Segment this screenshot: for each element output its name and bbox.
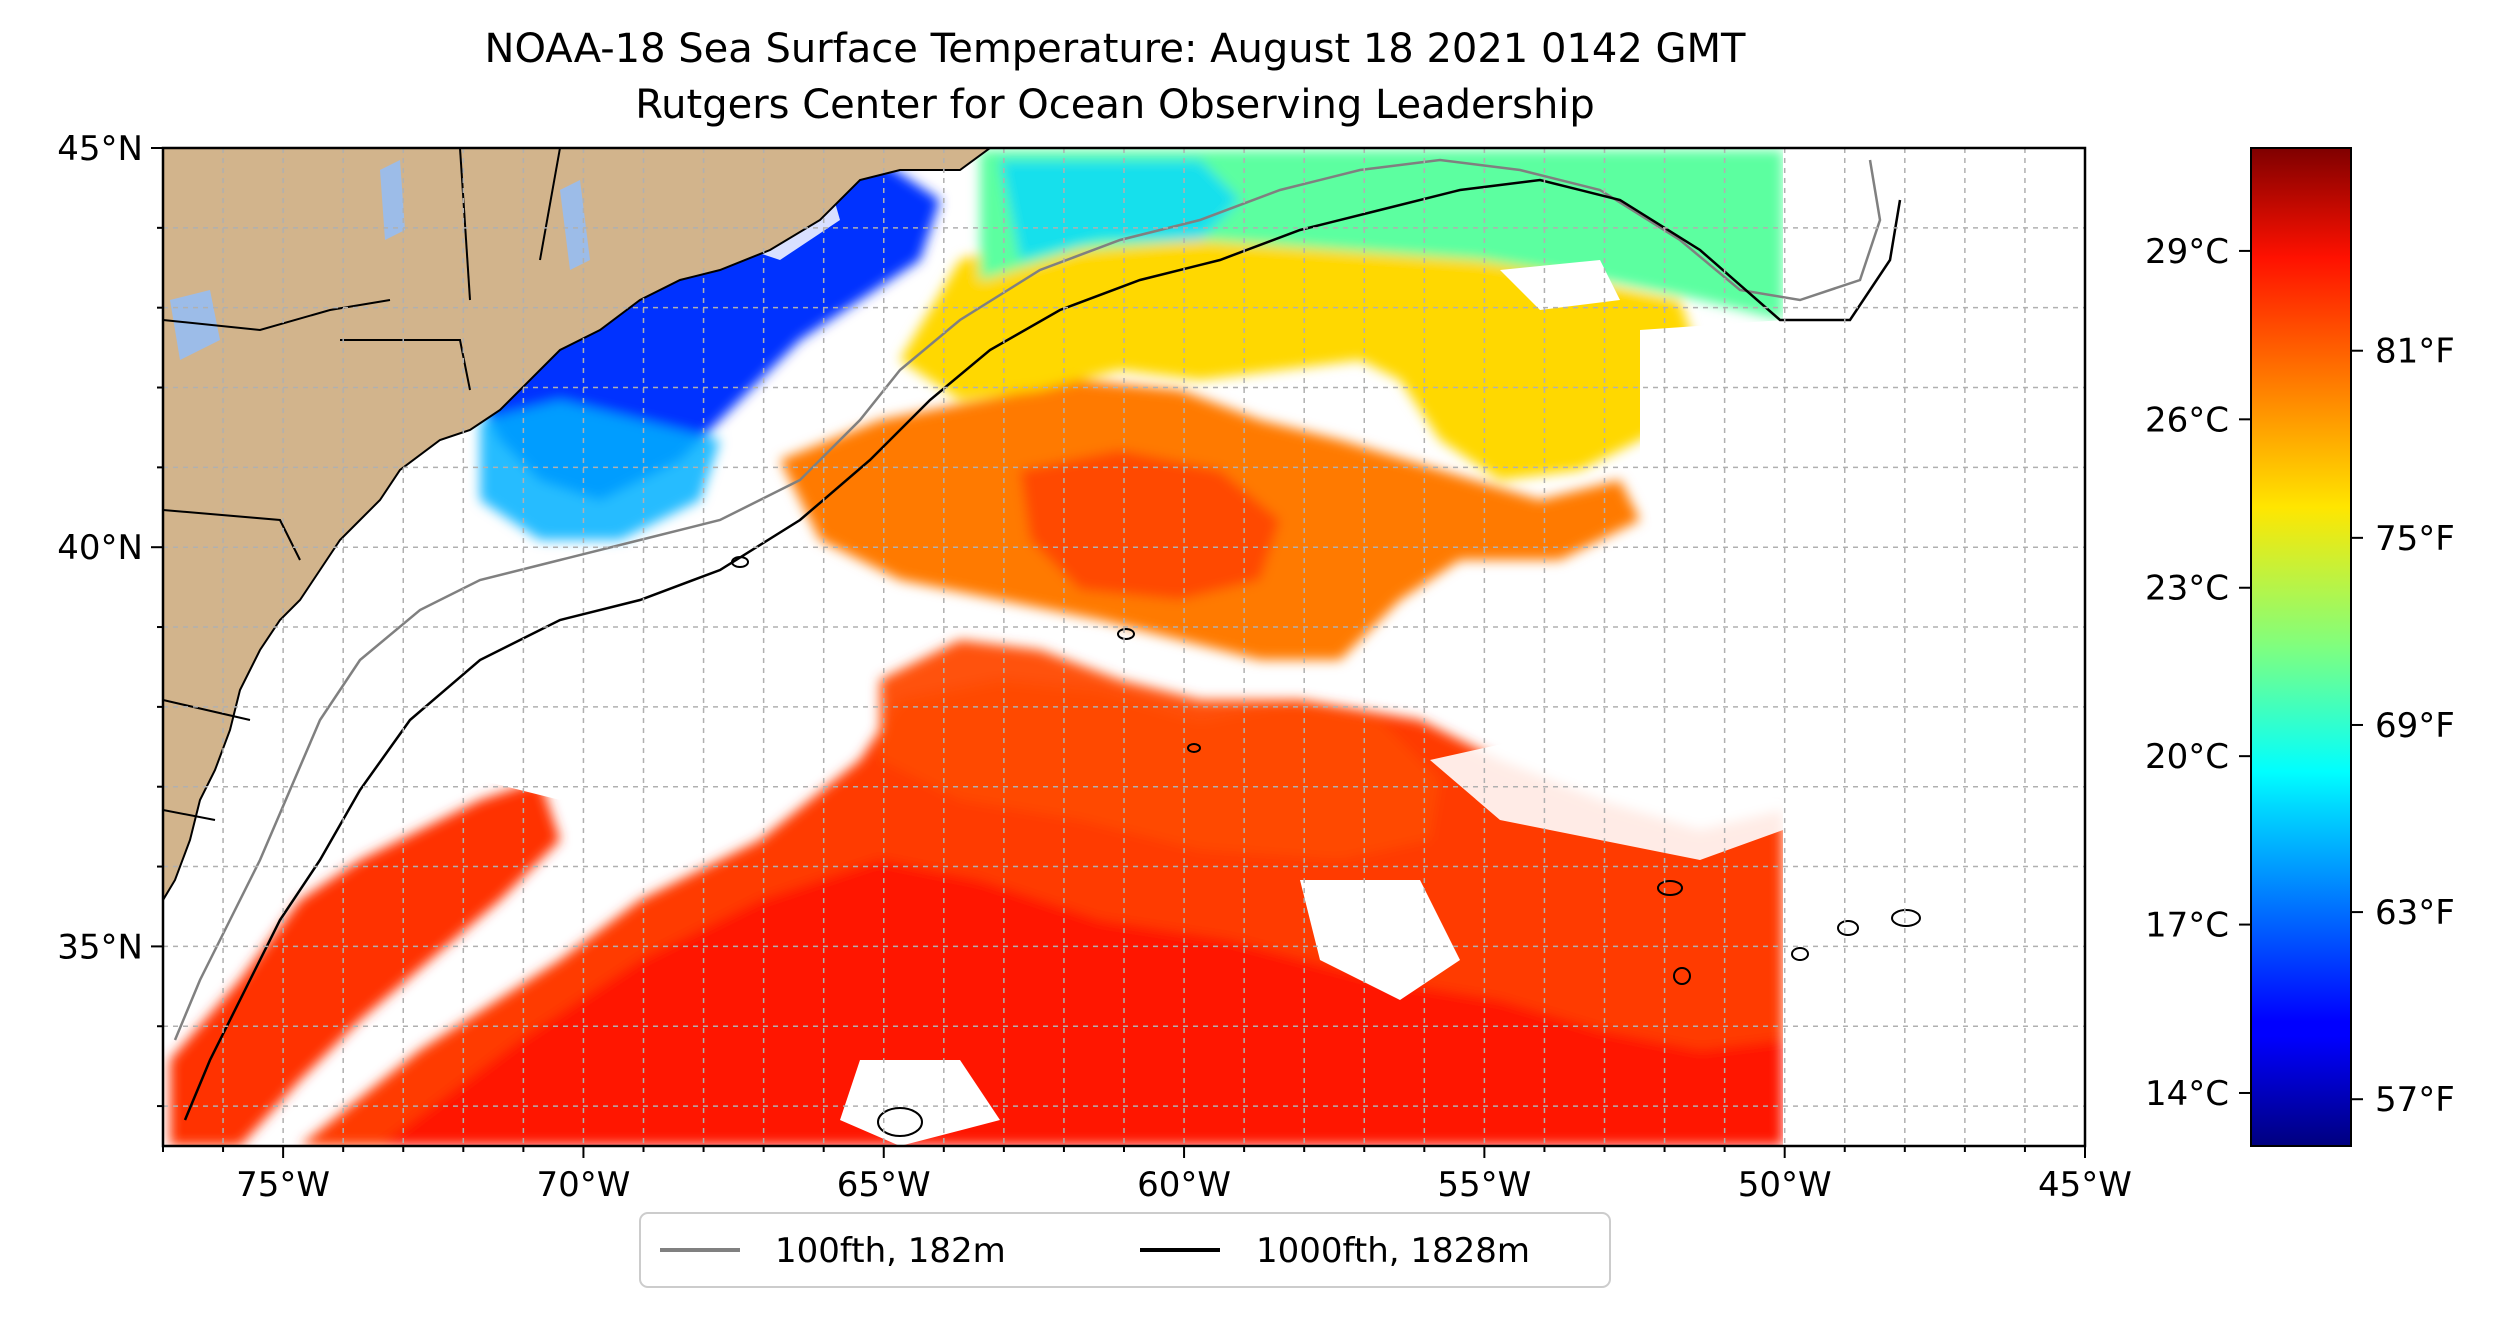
celsius-tick-label: 17°C: [2145, 906, 2229, 946]
seamount-1: [877, 1107, 923, 1137]
border-4: [539, 148, 561, 261]
border-1: [163, 299, 391, 332]
celsius-tick-label: 20°C: [2145, 737, 2229, 777]
cloud-gap-5: [1300, 880, 1460, 1000]
seamount-7: [731, 556, 749, 568]
isobath-1000fth: [183, 178, 1902, 1121]
border-2: [340, 339, 471, 391]
title-line-1: NOAA-18 Sea Surface Temperature: August …: [485, 26, 1746, 72]
legend: 100fth, 182m 1000fth, 1828m: [639, 1212, 1611, 1288]
sst-yellow-band: [900, 220, 1700, 480]
isobath-100fth: [173, 158, 1882, 1041]
lon-tick-label: 70°W: [536, 1165, 630, 1205]
colorbar-gradient: [2250, 147, 2352, 1147]
lon-tick-label: 75°W: [236, 1165, 330, 1205]
lat-tick-label: 40°N: [57, 528, 143, 568]
lon-tick-label: 55°W: [1437, 1165, 1531, 1205]
map-area: [163, 148, 2085, 1146]
sst-warm-southwest: [170, 780, 560, 1146]
state-borders: [163, 148, 561, 821]
cloud-gap-1: [280, 520, 660, 800]
seamount-6: [1891, 909, 1921, 927]
celsius-tick-label: 29°C: [2145, 232, 2229, 272]
seamount-3: [1673, 967, 1691, 985]
lon-tick-label: 45°W: [2038, 1165, 2132, 1205]
sst-cold-shelf-cyan: [480, 400, 720, 540]
seamount-8: [1117, 628, 1135, 640]
seamount-2: [1657, 880, 1683, 896]
cloud-gap-8: [1500, 260, 1620, 310]
graticule: [163, 148, 2085, 1146]
border-3: [459, 148, 471, 301]
fahrenheit-tick-label: 57°F: [2375, 1080, 2455, 1120]
border-7: [163, 809, 216, 821]
celsius-tick-label: 23°C: [2145, 569, 2229, 609]
cloud-gap-3: [1640, 320, 1783, 800]
border-6: [163, 699, 251, 721]
cloud-gap-2: [1430, 740, 1783, 860]
lon-tick-label: 60°W: [1137, 1165, 1231, 1205]
sst-cyan-north: [1000, 160, 1240, 260]
colorbar-ticks: 14°C 17°C 20°C 23°C 26°C 29°C 57°F 63°F 69°F 75°F…: [2145, 232, 2455, 1120]
lake-2: [560, 180, 590, 270]
fahrenheit-tick-label: 75°F: [2375, 519, 2455, 559]
fahrenheit-tick-label: 81°F: [2375, 332, 2455, 372]
legend-box: [639, 1212, 1611, 1288]
colorbar: 14°C 17°C 20°C 23°C 26°C 29°C 57°F 63°F 69°F 75°F…: [2145, 147, 2455, 1147]
sst-red-eddy-center: [1020, 450, 1280, 600]
legend-label-100fth: 100fth, 182m: [775, 1231, 1006, 1271]
map-axes: 75°W 70°W 65°W 60°W 55°W 50°W 45°W 35°N 40°N 45°N: [57, 129, 2132, 1205]
bathymetry-contours: [173, 158, 1902, 1121]
seamounts: [731, 556, 1921, 1137]
sst-data-layer: [170, 150, 1783, 1146]
title-line-2: Rutgers Center for Ocean Observing Leade…: [635, 82, 1595, 128]
sst-warm-mid: [880, 640, 1440, 860]
lake-1: [380, 160, 405, 240]
seamount-5: [1791, 947, 1809, 961]
seamount-9: [1187, 743, 1201, 753]
fahrenheit-tick-label: 69°F: [2375, 706, 2455, 746]
lon-tick-label: 50°W: [1738, 1165, 1832, 1205]
lon-tick-label: 65°W: [837, 1165, 931, 1205]
sst-hot-core: [380, 860, 1783, 1146]
land-mainland: [163, 148, 992, 902]
fahrenheit-tick-label: 63°F: [2375, 893, 2455, 933]
celsius-tick-label: 26°C: [2145, 400, 2229, 440]
legend-label-1000fth: 1000fth, 1828m: [1256, 1231, 1530, 1271]
seamount-4: [1837, 920, 1859, 936]
cloud-gap-4: [1783, 148, 2085, 1146]
celsius-tick-label: 14°C: [2145, 1074, 2229, 1114]
cloud-gap-6: [840, 1060, 1000, 1146]
lat-tick-label: 35°N: [57, 927, 143, 967]
lat-tick-label: 45°N: [57, 129, 143, 169]
